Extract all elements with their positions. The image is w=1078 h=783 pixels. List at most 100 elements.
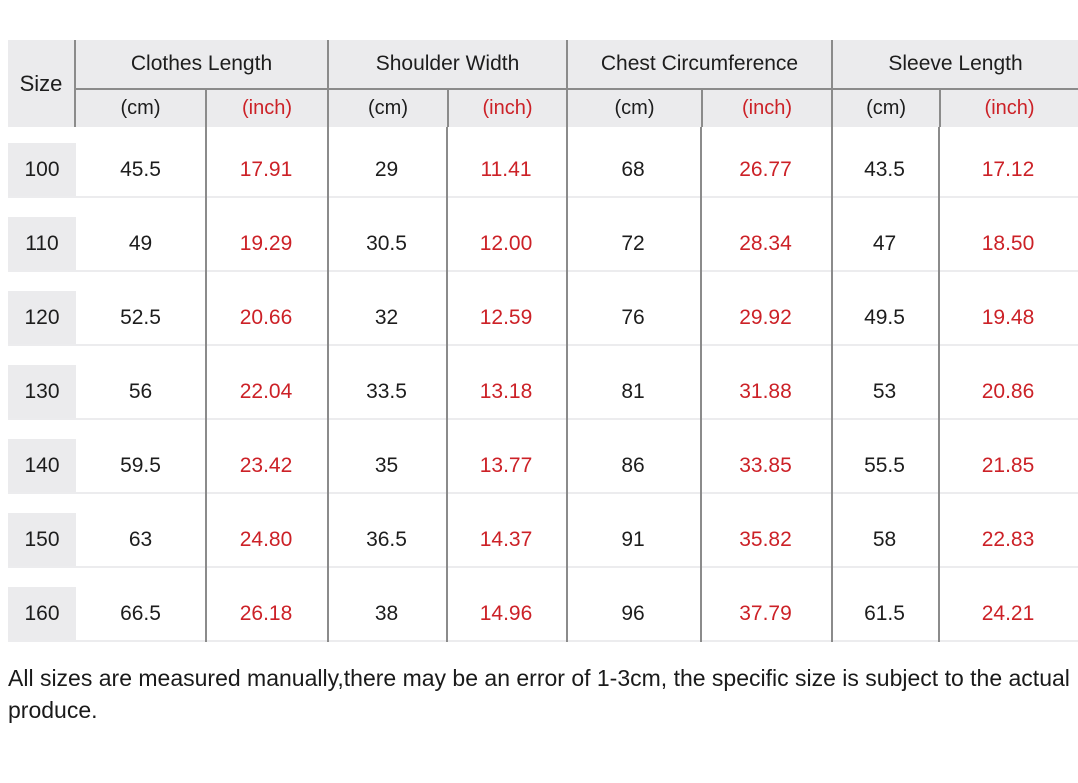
group-chest-circumference: Chest Circumference (cm) (inch): [566, 40, 831, 127]
unit-inch-header: (inch): [205, 90, 327, 127]
table-row: 150 63 24.80 36.5 14.37 91 35.82 58 22.83: [8, 513, 1078, 568]
inch-value: 29.92: [739, 305, 792, 329]
inch-value: 26.18: [239, 601, 293, 625]
cm-value: 47: [872, 231, 897, 255]
inch-value: 19.29: [239, 231, 293, 255]
cm-value: 59.5: [120, 453, 161, 477]
table-row: 140 59.5 23.42 35 13.77 86 33.85 55.5 21.85: [8, 439, 1078, 494]
cm-value: 33.5: [366, 379, 407, 403]
cm-value: 30.5: [366, 231, 407, 255]
unit-inch-header: (inch): [447, 90, 566, 127]
cm-value: 63: [128, 527, 153, 551]
inch-value: 37.79: [739, 601, 792, 625]
cm-value: 72: [621, 231, 645, 255]
cm-value: 38: [374, 601, 399, 625]
cm-value: 43.5: [864, 157, 905, 181]
table-row: 120 52.5 20.66 32 12.59 76 29.92 49.5 19.48: [8, 291, 1078, 346]
inch-value: 26.77: [739, 157, 792, 181]
table-row: 110 49 19.29 30.5 12.00 72 28.34 47 18.50: [8, 217, 1078, 272]
unit-cm-header: (cm): [120, 97, 161, 119]
cm-value: 32: [374, 305, 399, 329]
group-title: Shoulder Width: [375, 52, 520, 75]
unit-row: (cm) (inch): [833, 88, 1078, 127]
inch-value: 31.88: [739, 379, 792, 403]
inch-value: 23.42: [239, 453, 293, 477]
inch-value: 14.96: [479, 601, 533, 625]
unit-inch-header: (inch): [700, 90, 831, 127]
unit-cm-header: (cm): [614, 97, 655, 119]
cm-value: 29: [374, 157, 399, 181]
size-value: 120: [8, 291, 76, 344]
cm-value: 58: [872, 527, 897, 551]
size-value: 110: [8, 217, 76, 270]
cm-value: 35: [374, 453, 399, 477]
cm-value: 96: [621, 601, 645, 625]
cm-value: 76: [621, 305, 645, 329]
cm-value: 81: [621, 379, 645, 403]
inch-value: 20.66: [239, 305, 293, 329]
column-divider: [446, 127, 448, 642]
size-value: 100: [8, 143, 76, 196]
group-shoulder-width: Shoulder Width (cm) (inch): [327, 40, 566, 127]
unit-row: (cm) (inch): [76, 88, 327, 127]
column-divider: [700, 127, 702, 642]
size-chart-table: Size Clothes Length (cm) (inch) Shoulder…: [8, 40, 1078, 642]
inch-value: 14.37: [479, 527, 533, 551]
unit-row: (cm) (inch): [568, 88, 831, 127]
inch-value: 13.18: [479, 379, 533, 403]
group-sleeve-length: Sleeve Length (cm) (inch): [831, 40, 1078, 127]
group-title: Sleeve Length: [888, 52, 1023, 75]
inch-value: 28.34: [739, 231, 792, 255]
cm-value: 49: [128, 231, 153, 255]
inch-value: 24.21: [981, 601, 1035, 625]
unit-inch-header: (inch): [939, 90, 1078, 127]
inch-value: 19.48: [981, 305, 1035, 329]
cm-value: 91: [621, 527, 645, 551]
cm-value: 61.5: [864, 601, 905, 625]
column-divider: [831, 127, 833, 642]
column-divider: [938, 127, 940, 642]
unit-row: (cm) (inch): [329, 88, 566, 127]
size-value: 130: [8, 365, 76, 418]
inch-value: 17.91: [239, 157, 293, 181]
cm-value: 45.5: [120, 157, 161, 181]
size-value: 140: [8, 439, 76, 492]
cm-value: 55.5: [864, 453, 905, 477]
group-title: Clothes Length: [130, 52, 273, 75]
measurement-disclaimer: All sizes are measured manually,there ma…: [8, 665, 1070, 723]
inch-value: 21.85: [981, 453, 1035, 477]
column-divider: [566, 127, 568, 642]
size-value: 160: [8, 587, 76, 640]
cm-value: 36.5: [366, 527, 407, 551]
table-body: 100 45.5 17.91 29 11.41 68 26.77 43.5 17.12 110 49…: [8, 127, 1078, 642]
inch-value: 11.41: [480, 157, 532, 181]
column-divider: [205, 127, 207, 642]
inch-value: 35.82: [739, 527, 792, 551]
unit-cm-header: (cm): [866, 97, 907, 119]
table-row: 100 45.5 17.91 29 11.41 68 26.77 43.5 17.12: [8, 143, 1078, 198]
cm-value: 53: [872, 379, 897, 403]
inch-value: 33.85: [739, 453, 792, 477]
inch-value: 17.12: [981, 157, 1035, 181]
group-clothes-length: Clothes Length (cm) (inch): [76, 40, 327, 127]
inch-value: 12.00: [479, 231, 533, 255]
group-title: Chest Circumference: [600, 52, 799, 75]
cm-value: 66.5: [120, 601, 161, 625]
inch-value: 12.59: [479, 305, 533, 329]
table-row: 130 56 22.04 33.5 13.18 81 31.88 53 20.86: [8, 365, 1078, 420]
table-header: Size Clothes Length (cm) (inch) Shoulder…: [8, 40, 1078, 127]
inch-value: 22.83: [981, 527, 1035, 551]
table-row: 160 66.5 26.18 38 14.96 96 37.79 61.5 24.21: [8, 587, 1078, 642]
cm-value: 56: [128, 379, 153, 403]
inch-value: 22.04: [239, 379, 293, 403]
inch-value: 18.50: [981, 231, 1035, 255]
unit-cm-header: (cm): [368, 97, 408, 119]
inch-value: 20.86: [981, 379, 1035, 403]
size-value: 150: [8, 513, 76, 566]
column-divider: [327, 127, 329, 642]
cm-value: 86: [621, 453, 645, 477]
size-column-header: Size: [8, 40, 76, 127]
inch-value: 24.80: [239, 527, 293, 551]
cm-value: 49.5: [864, 305, 905, 329]
cm-value: 52.5: [120, 305, 161, 329]
